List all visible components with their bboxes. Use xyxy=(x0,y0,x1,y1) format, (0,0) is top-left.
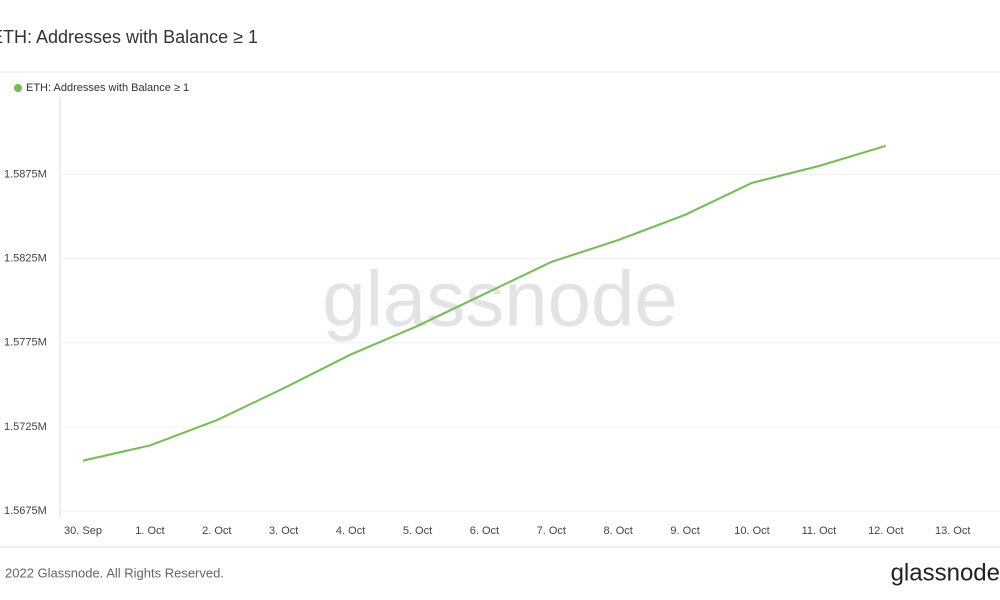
x-tick-label: 13. Oct xyxy=(935,525,970,537)
x-tick-label: 1. Oct xyxy=(135,525,164,537)
x-tick-label: 4. Oct xyxy=(336,525,365,537)
legend-marker xyxy=(14,84,22,92)
y-tick-label: 1.5675M xyxy=(4,505,47,517)
x-tick-label: 7. Oct xyxy=(537,525,566,537)
y-tick-label: 1.5825M xyxy=(4,253,47,265)
x-tick-label: 5. Oct xyxy=(403,525,432,537)
legend-label: ETH: Addresses with Balance ≥ 1 xyxy=(26,82,189,94)
x-tick-label: 3. Oct xyxy=(269,525,298,537)
x-tick-label: 6. Oct xyxy=(470,525,499,537)
x-tick-label: 2. Oct xyxy=(202,525,231,537)
x-tick-label: 12. Oct xyxy=(868,525,903,537)
y-tick-label: 1.5775M xyxy=(4,337,47,349)
y-tick-label: 1.5875M xyxy=(4,168,47,180)
brand-logo: glassnode xyxy=(891,559,1000,586)
x-tick-label: 11. Oct xyxy=(802,525,837,537)
line xyxy=(82,144,887,462)
x-tick-label: 9. Oct xyxy=(670,525,699,537)
x-tick-label: 30. Sep xyxy=(64,525,102,537)
watermark: glassnode xyxy=(322,255,678,343)
x-tick-label: 10. Oct xyxy=(734,525,769,537)
x-tick-label: 8. Oct xyxy=(604,525,633,537)
chart-title: ETH: Addresses with Balance ≥ 1 xyxy=(0,27,258,47)
footer: 2022 Glassnode. All Rights Reserved. xyxy=(5,565,224,580)
y-tick-label: 1.5725M xyxy=(4,421,47,433)
